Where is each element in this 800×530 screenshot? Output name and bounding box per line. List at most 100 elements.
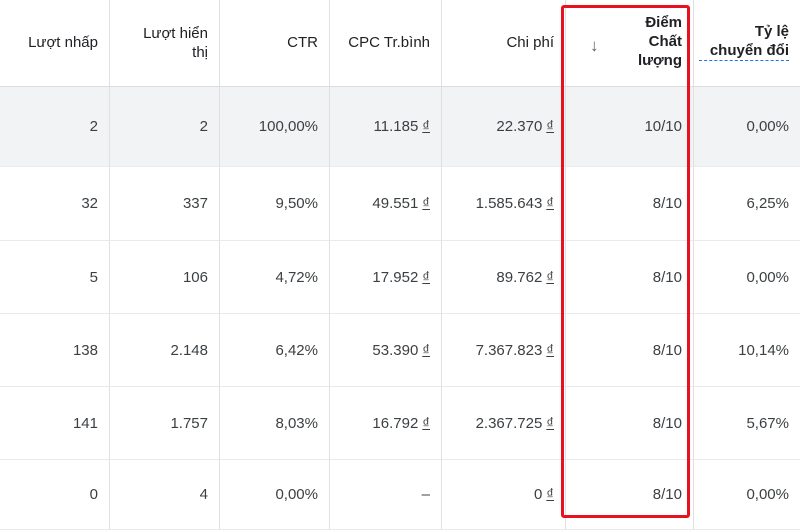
currency-symbol: ₫ bbox=[546, 195, 554, 212]
table-cell-cost: 1.585.643 ₫ bbox=[442, 167, 566, 241]
header-avg-cpc[interactable]: CPC Tr.bình bbox=[330, 0, 442, 87]
cell-value: 2.148 bbox=[170, 341, 208, 359]
table-cell-quality: 8/10 bbox=[566, 387, 694, 460]
table-cell-impressions: 337 bbox=[110, 167, 220, 241]
table-cell-cpc: 49.551 ₫ bbox=[330, 167, 442, 241]
cell-value: 89.762 bbox=[496, 268, 543, 286]
cell-value: 106 bbox=[182, 268, 208, 286]
cell-value: 53.390 bbox=[372, 341, 419, 359]
table-cell-conv_rate: 6,25% bbox=[694, 167, 800, 241]
table-cell-ctr: 100,00% bbox=[220, 87, 330, 167]
cell-value: 49.551 bbox=[372, 195, 419, 212]
cell-value: 10,14% bbox=[738, 341, 789, 359]
cell-value: 0,00% bbox=[746, 268, 789, 286]
cell-value: 7.367.823 bbox=[475, 341, 543, 359]
header-clicks[interactable]: Lượt nhấp bbox=[0, 0, 110, 87]
cell-value: 8/10 bbox=[652, 414, 682, 432]
cell-value: 8/10 bbox=[652, 268, 682, 286]
currency-symbol: ₫ bbox=[422, 341, 430, 359]
table-cell-quality: 8/10 bbox=[566, 241, 694, 314]
cell-value: 0,00% bbox=[746, 486, 789, 503]
table-cell-cpc: 16.792 ₫ bbox=[330, 387, 442, 460]
header-cost[interactable]: Chi phí bbox=[442, 0, 566, 87]
table-cell-conv_rate: 0,00% bbox=[694, 241, 800, 314]
cell-value: 2.367.725 bbox=[475, 414, 543, 432]
currency-symbol: ₫ bbox=[546, 118, 554, 135]
table-cell-quality: 8/10 bbox=[566, 460, 694, 530]
table-cell-ctr: 4,72% bbox=[220, 241, 330, 314]
header-impressions[interactable]: Lượt hiển thị bbox=[110, 0, 220, 87]
cell-value: 5 bbox=[89, 268, 98, 286]
table-cell-cost: 7.367.823 ₫ bbox=[442, 314, 566, 387]
table-cell-ctr: 9,50% bbox=[220, 167, 330, 241]
cell-value: 11.185 bbox=[373, 118, 419, 135]
table-cell-cost: 2.367.725 ₫ bbox=[442, 387, 566, 460]
table-cell-quality: 8/10 bbox=[566, 167, 694, 241]
arrow-down-icon: ↓ bbox=[590, 36, 599, 55]
cell-value: 2 bbox=[89, 118, 98, 135]
cell-value: 1.757 bbox=[170, 414, 208, 432]
cell-value: 5,67% bbox=[746, 414, 789, 432]
table-cell-impressions: 106 bbox=[110, 241, 220, 314]
cell-value: 6,42% bbox=[275, 341, 318, 359]
cell-value: 17.952 bbox=[372, 268, 419, 286]
table-cell-clicks: 2 bbox=[0, 87, 110, 167]
cell-value: 0,00% bbox=[746, 118, 789, 135]
cell-value: 10/10 bbox=[644, 118, 682, 135]
cell-value: 0 bbox=[533, 486, 543, 503]
table-cell-cost: 22.370 ₫ bbox=[442, 87, 566, 167]
table-cell-cpc: – bbox=[330, 460, 442, 530]
cell-value: 2 bbox=[199, 118, 208, 135]
table-cell-impressions: 1.757 bbox=[110, 387, 220, 460]
currency-symbol: ₫ bbox=[422, 268, 430, 286]
table-cell-cost: 0 ₫ bbox=[442, 460, 566, 530]
table-cell-cpc: 53.390 ₫ bbox=[330, 314, 442, 387]
cell-value: 22.370 bbox=[496, 118, 543, 135]
table-cell-clicks: 5 bbox=[0, 241, 110, 314]
table-cell-impressions: 2.148 bbox=[110, 314, 220, 387]
table-cell-conv_rate: 0,00% bbox=[694, 87, 800, 167]
table-cell-impressions: 2 bbox=[110, 87, 220, 167]
table-cell-cost: 89.762 ₫ bbox=[442, 241, 566, 314]
cell-value: 16.792 bbox=[372, 414, 419, 432]
table-cell-ctr: 8,03% bbox=[220, 387, 330, 460]
table-cell-clicks: 141 bbox=[0, 387, 110, 460]
cell-value: 6,25% bbox=[746, 195, 789, 212]
table-cell-quality: 10/10 bbox=[566, 87, 694, 167]
table-cell-ctr: 6,42% bbox=[220, 314, 330, 387]
currency-symbol: ₫ bbox=[422, 118, 430, 135]
cell-value: 1.585.643 bbox=[475, 195, 543, 212]
cell-value: 4 bbox=[199, 486, 208, 503]
cell-value: 337 bbox=[182, 195, 208, 212]
header-quality-score[interactable]: ↓ Điểm Chất lượng bbox=[566, 0, 694, 87]
table-cell-quality: 8/10 bbox=[566, 314, 694, 387]
table-cell-cpc: 11.185 ₫ bbox=[330, 87, 442, 167]
cell-value: 4,72% bbox=[275, 268, 318, 286]
currency-symbol: ₫ bbox=[546, 414, 554, 432]
cell-value: 32 bbox=[81, 195, 98, 212]
cell-value: – bbox=[421, 486, 430, 503]
cell-value: 138 bbox=[72, 341, 98, 359]
table-cell-clicks: 0 bbox=[0, 460, 110, 530]
currency-symbol: ₫ bbox=[546, 486, 554, 503]
table-cell-clicks: 138 bbox=[0, 314, 110, 387]
cell-value: 141 bbox=[72, 414, 98, 432]
cell-value: 8/10 bbox=[652, 341, 682, 359]
cell-value: 8/10 bbox=[652, 486, 682, 503]
currency-symbol: ₫ bbox=[546, 341, 554, 359]
cell-value: 0 bbox=[89, 486, 98, 503]
cell-value: 100,00% bbox=[258, 118, 318, 135]
table-cell-conv_rate: 5,67% bbox=[694, 387, 800, 460]
cell-value: 8/10 bbox=[652, 195, 682, 212]
currency-symbol: ₫ bbox=[422, 414, 430, 432]
header-ctr[interactable]: CTR bbox=[220, 0, 330, 87]
table-cell-cpc: 17.952 ₫ bbox=[330, 241, 442, 314]
currency-symbol: ₫ bbox=[546, 268, 554, 286]
header-conversion-rate[interactable]: Tỷ lệ chuyển đổi bbox=[694, 0, 800, 87]
table-cell-conv_rate: 0,00% bbox=[694, 460, 800, 530]
table-cell-clicks: 32 bbox=[0, 167, 110, 241]
table-cell-conv_rate: 10,14% bbox=[694, 314, 800, 387]
currency-symbol: ₫ bbox=[422, 195, 430, 212]
cell-value: 8,03% bbox=[275, 414, 318, 432]
